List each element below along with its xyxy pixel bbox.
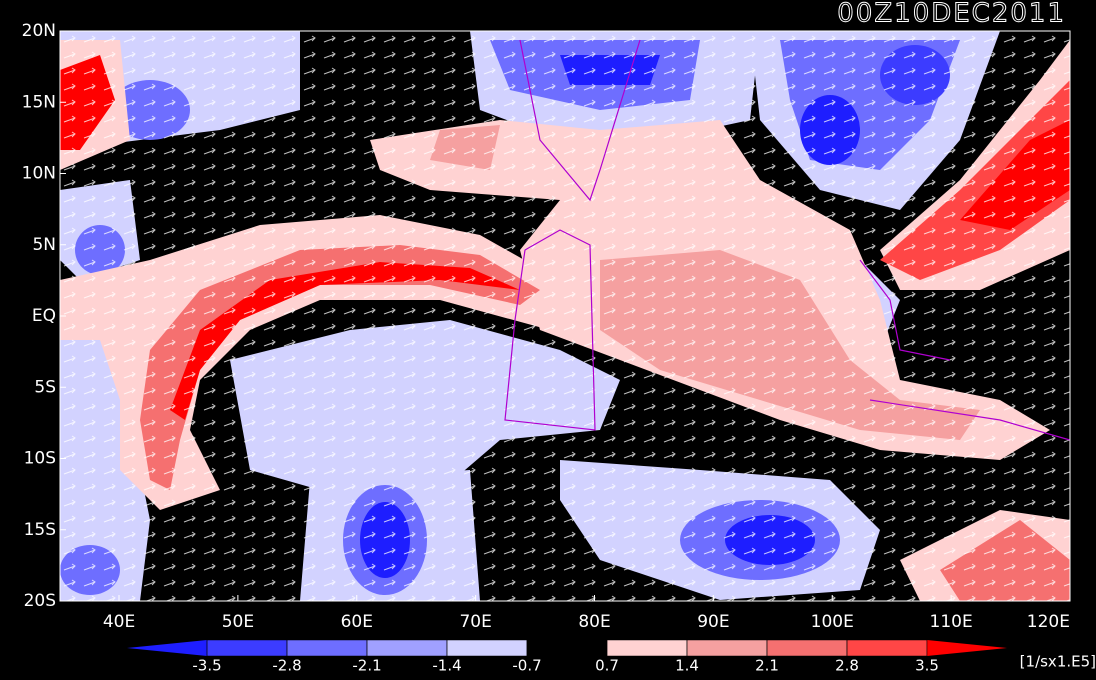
colorbar-box (206, 639, 288, 657)
colorbar-label: -2.8 (272, 657, 301, 675)
lon-label: 60E (341, 612, 373, 632)
lat-label: 20N (22, 21, 56, 41)
colorbar-box (366, 639, 448, 657)
colorbar-box (766, 639, 848, 657)
colorbar-label: -1.4 (432, 657, 461, 675)
colorbar-box (446, 639, 528, 657)
lat-label: 15S (24, 520, 56, 540)
colorbar-label: 2.8 (835, 657, 859, 675)
colorbar-label: -0.7 (512, 657, 541, 675)
lon-label: 70E (459, 612, 491, 632)
lon-label: 90E (697, 612, 729, 632)
colorbar-box (846, 639, 928, 657)
lat-label: 5S (34, 377, 56, 397)
colorbar-arrow (927, 640, 1007, 656)
colorbar-label: 1.4 (675, 657, 699, 675)
lon-label: 80E (578, 612, 610, 632)
colorbar-label: -3.5 (192, 657, 221, 675)
lat-label: EQ (32, 306, 56, 326)
colorbar-box (526, 639, 608, 657)
colorbar-label: -2.1 (352, 657, 381, 675)
field (60, 31, 1070, 601)
lat-label: 15N (22, 92, 56, 112)
lon-label: 120E (1027, 612, 1070, 632)
map-title: 00Z10DEC2011 (837, 0, 1066, 29)
colorbar-unit: [1/sx1.E5] (1020, 653, 1096, 671)
colorbar-box (606, 639, 688, 657)
colorbar-label: 2.1 (755, 657, 779, 675)
colorbar-box (686, 639, 768, 657)
colorbar-label: 0.7 (595, 657, 619, 675)
lon-label: 50E (222, 612, 254, 632)
lon-label: 110E (930, 612, 973, 632)
colorbar-label: 3.5 (915, 657, 939, 675)
lat-label: 10N (22, 164, 56, 184)
lat-label: 10S (24, 449, 56, 469)
lat-label: 20S (24, 591, 56, 611)
lon-label: 100E (811, 612, 854, 632)
colorbar: -3.5 -2.8 -2.1 -1.4 -0.7 0.7 1.4 2.1 2.8 3.5 (127, 639, 1007, 675)
colorbar-box (286, 639, 368, 657)
colorbar-arrow (127, 640, 207, 656)
lat-label: 5N (32, 235, 56, 255)
axes: 20N 15N 10N 5N EQ 5S 10S 15S 20S 40E 50E 60E 70E 80E 9… (22, 21, 1071, 632)
lon-label: 40E (103, 612, 135, 632)
